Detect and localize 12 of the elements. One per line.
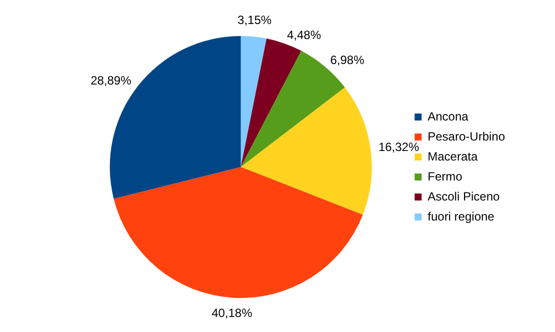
legend-label: Pesaro-Urbino bbox=[428, 129, 506, 144]
data-label: 28,89% bbox=[90, 74, 132, 88]
data-label: 3,15% bbox=[238, 13, 272, 28]
legend-label: fuori regione bbox=[428, 209, 495, 224]
data-label: 4,48% bbox=[286, 28, 322, 42]
data-label: 40,18% bbox=[212, 306, 253, 320]
legend-label: Ascoli Piceno bbox=[428, 189, 500, 204]
data-label: 6,98% bbox=[330, 52, 365, 67]
legend-label: Macerata bbox=[428, 149, 478, 164]
legend-label: Ancona bbox=[428, 109, 469, 124]
legend-label: Fermo bbox=[428, 169, 463, 184]
data-label: 16,32% bbox=[378, 140, 420, 154]
